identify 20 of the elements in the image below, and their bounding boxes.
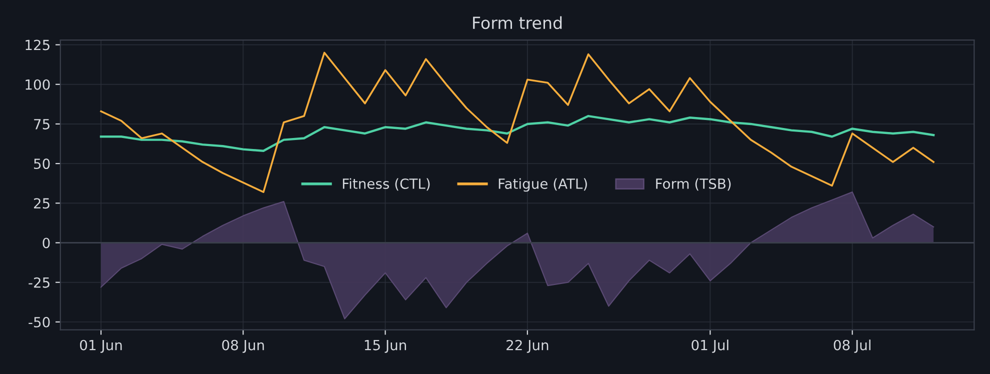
chart-title: Form trend <box>473 16 562 30</box>
y-tick-label: 100 <box>26 79 50 90</box>
legend-label: Fatigue (ATL) <box>498 178 587 192</box>
x-tick-label: 08 Jun <box>222 340 264 353</box>
y-tick-label: -50 <box>28 316 50 328</box>
x-tick-label: 15 Jun <box>364 340 406 353</box>
y-tick-label: 50 <box>34 158 50 170</box>
y-tick-label: 25 <box>34 198 50 209</box>
x-tick-label: 22 Jun <box>506 340 548 353</box>
legend-label: Fitness (CTL) <box>342 178 430 191</box>
x-tick-label: 01 Jul <box>692 340 728 353</box>
legend-label: Form (TSB) <box>656 178 731 191</box>
x-tick-label: 08 Jul <box>834 340 870 353</box>
y-tick-label: 0 <box>42 238 50 248</box>
y-tick-label: 125 <box>26 40 50 50</box>
x-tick-label: 01 Jun <box>80 340 122 353</box>
line-series <box>100 114 935 152</box>
line-series <box>100 52 934 193</box>
y-tick-label: 75 <box>34 119 50 130</box>
y-tick-label: -25 <box>28 277 50 288</box>
